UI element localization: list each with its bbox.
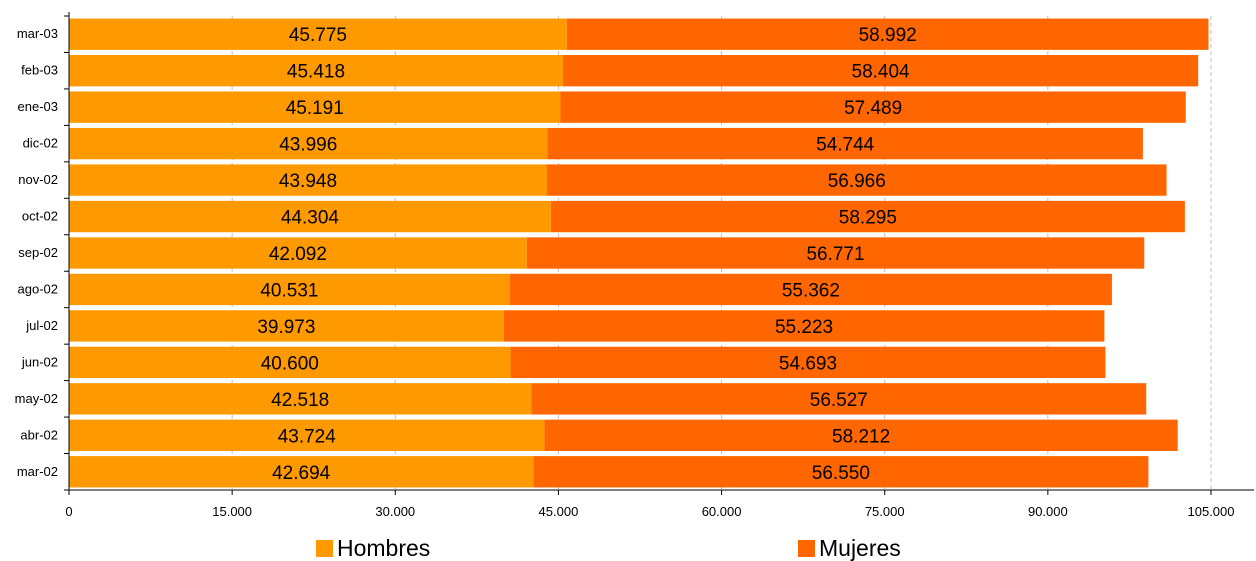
x-tick-label: 30.000 <box>375 504 415 519</box>
category-label: ene-03 <box>18 99 58 114</box>
data-label-hombres-abr-02: 43.724 <box>278 426 337 447</box>
data-label-mujeres-may-02: 56.527 <box>810 390 868 411</box>
legend-label-hombres: Hombres <box>337 535 431 561</box>
category-label: nov-02 <box>18 172 58 187</box>
labels: 45.775 58.992 mar-03 45.418 58.404 feb-03 45.1… <box>15 25 1235 519</box>
category-label: jul-02 <box>25 318 58 333</box>
axes <box>64 12 1254 495</box>
bar-mujeres-jul-02 <box>503 310 1105 342</box>
stacked-bar-chart: 45.775 58.992 mar-03 45.418 58.404 feb-03 45.1… <box>15 12 1254 519</box>
x-tick-label: 60.000 <box>702 504 742 519</box>
data-label-mujeres-abr-02: 58.212 <box>832 426 890 447</box>
x-tick-label: 75.000 <box>865 504 905 519</box>
bar-hombres-dic-02 <box>69 127 548 160</box>
bar-hombres-mar-03 <box>69 18 567 50</box>
bar-mujeres-jun-02 <box>510 346 1106 379</box>
bar-mujeres-nov-02 <box>546 164 1167 196</box>
bar-mujeres-may-02 <box>531 383 1147 415</box>
bar-hombres-feb-03 <box>69 55 563 87</box>
data-label-mujeres-mar-03: 58.992 <box>859 25 917 46</box>
bars <box>69 18 1209 488</box>
x-tick-label: 15.000 <box>212 504 252 519</box>
x-tick-label: 90.000 <box>1028 504 1068 519</box>
data-label-hombres-may-02: 42.518 <box>271 390 329 411</box>
data-label-mujeres-sep-02: 56.771 <box>806 244 864 265</box>
category-label: mar-02 <box>17 464 58 479</box>
category-label: feb-03 <box>21 63 58 78</box>
data-label-hombres-feb-03: 45.418 <box>287 62 345 83</box>
legend-item-hombres: Hombres <box>316 536 430 561</box>
data-label-mujeres-nov-02: 56.966 <box>828 171 886 192</box>
bar-hombres-abr-02 <box>69 419 545 451</box>
x-tick-label: 105.000 <box>1188 504 1235 519</box>
data-label-hombres-jun-02: 40.600 <box>261 353 319 374</box>
bar-mujeres-ago-02 <box>509 273 1112 306</box>
category-label: ago-02 <box>18 281 58 296</box>
category-label: mar-03 <box>17 26 58 41</box>
category-label: dic-02 <box>23 136 58 151</box>
bar-hombres-ene-03 <box>69 91 561 123</box>
data-label-mujeres-ene-03: 57.489 <box>844 98 902 119</box>
legend-label-mujeres: Mujeres <box>819 535 901 561</box>
category-label: sep-02 <box>18 245 58 260</box>
bar-mujeres-oct-02 <box>550 200 1185 233</box>
data-label-mujeres-ago-02: 55.362 <box>782 280 840 301</box>
data-label-mujeres-feb-03: 58.404 <box>852 62 911 83</box>
data-label-hombres-sep-02: 42.092 <box>269 244 327 265</box>
bar-mujeres-sep-02 <box>526 237 1145 269</box>
bar-mujeres-ene-03 <box>560 91 1186 123</box>
category-label: may-02 <box>15 391 58 406</box>
data-label-hombres-oct-02: 44.304 <box>281 208 340 229</box>
data-label-hombres-mar-03: 45.775 <box>289 25 347 46</box>
x-tick-label: 0 <box>65 504 72 519</box>
bar-mujeres-mar-02 <box>533 456 1149 488</box>
bar-mujeres-mar-03 <box>566 18 1209 50</box>
bar-hombres-jun-02 <box>69 346 511 379</box>
category-label: abr-02 <box>20 427 58 442</box>
bar-hombres-oct-02 <box>69 200 551 233</box>
bar-mujeres-dic-02 <box>547 127 1143 160</box>
category-label: oct-02 <box>22 209 58 224</box>
bar-mujeres-feb-03 <box>562 55 1199 87</box>
bar-hombres-sep-02 <box>69 237 527 269</box>
bar-hombres-ago-02 <box>69 273 510 306</box>
bar-hombres-jul-02 <box>69 310 504 342</box>
data-label-mujeres-jul-02: 55.223 <box>775 317 833 338</box>
data-label-mujeres-mar-02: 56.550 <box>812 463 870 484</box>
data-label-hombres-mar-02: 42.694 <box>272 463 331 484</box>
data-label-mujeres-dic-02: 54.744 <box>816 135 875 156</box>
bar-hombres-mar-02 <box>69 456 534 488</box>
data-label-mujeres-jun-02: 54.693 <box>779 353 837 374</box>
data-label-hombres-dic-02: 43.996 <box>279 135 337 156</box>
legend-item-mujeres: Mujeres <box>798 536 901 561</box>
legend: Hombres Mujeres <box>0 536 1256 561</box>
data-label-hombres-jul-02: 39.973 <box>257 317 315 338</box>
x-tick-label: 45.000 <box>539 504 579 519</box>
category-label: jun-02 <box>21 354 58 369</box>
data-label-hombres-nov-02: 43.948 <box>279 171 337 192</box>
legend-swatch-hombres <box>316 540 333 557</box>
bar-mujeres-abr-02 <box>544 419 1178 451</box>
data-label-mujeres-oct-02: 58.295 <box>839 208 897 229</box>
bar-hombres-nov-02 <box>69 164 547 196</box>
data-label-hombres-ene-03: 45.191 <box>286 98 344 119</box>
legend-swatch-mujeres <box>798 540 815 557</box>
bar-hombres-may-02 <box>69 383 532 415</box>
data-label-hombres-ago-02: 40.531 <box>260 280 318 301</box>
